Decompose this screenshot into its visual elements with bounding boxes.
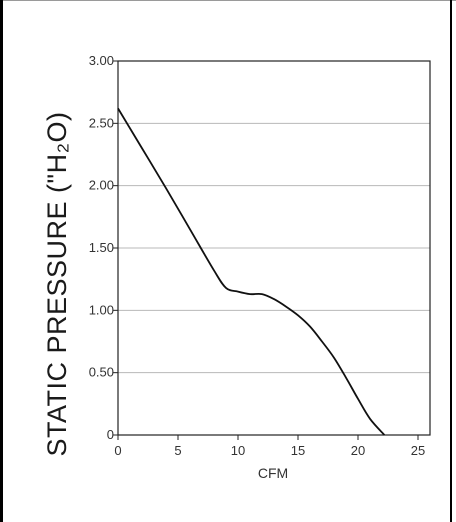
y-tick-label: 1.00: [89, 302, 114, 317]
frame-right-border: [450, 0, 452, 522]
frame-top-border: [0, 0, 456, 1]
pressure-curve: [117, 107, 386, 436]
x-tick-label: 5: [174, 443, 181, 458]
y-tick-label: 0.50: [89, 365, 114, 380]
y-tick-label: 2.50: [89, 115, 114, 130]
x-axis-label: CFM: [258, 465, 288, 481]
x-tick-label: 15: [291, 443, 305, 458]
x-tick-label: 20: [351, 443, 365, 458]
y-tick-label: 0: [107, 427, 114, 442]
grid-lines: [118, 122, 430, 374]
x-tick-label: 10: [231, 443, 245, 458]
y-tick-label: 1.50: [89, 240, 114, 255]
frame-left-border: [0, 0, 3, 522]
y-tick-label: 3.00: [89, 53, 114, 68]
y-axis-label: STATIC PRESSURE ("H₂O): [42, 111, 72, 456]
y-tick-label: 2.00: [89, 178, 114, 193]
ticks: 0 0.50 1.00 1.50 2.00 2.50 3.00 0 5 10 15 20 25: [89, 53, 426, 458]
x-tick-label: 25: [411, 443, 425, 458]
x-tick-label: 0: [114, 443, 121, 458]
